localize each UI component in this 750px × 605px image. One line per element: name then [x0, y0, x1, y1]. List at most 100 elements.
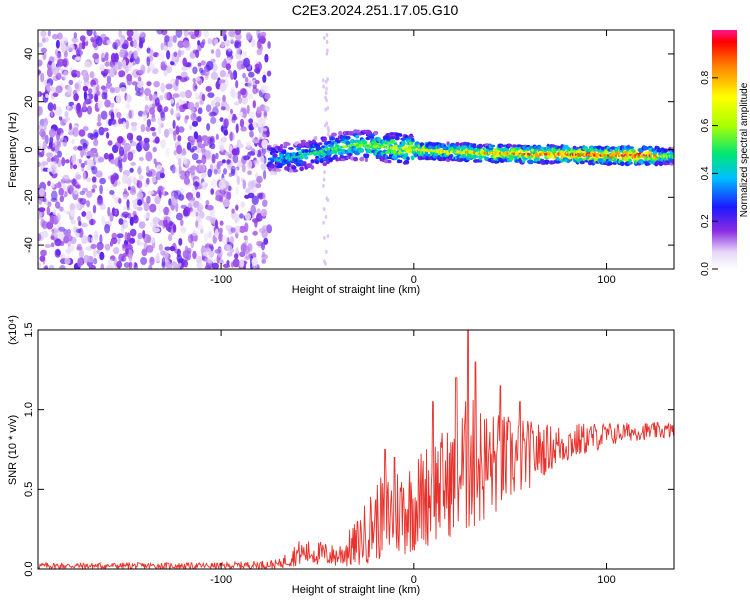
noise-cell [38, 198, 42, 205]
noise-cell [322, 207, 326, 212]
snr-ticks: -100 0 100 0.0 0.5 1.0 1.5 [23, 322, 674, 586]
noise-cell [163, 44, 168, 52]
noise-cell [73, 225, 77, 233]
noise-cell [116, 260, 123, 269]
noise-cell [107, 206, 111, 217]
noise-cell [177, 158, 182, 167]
noise-cell [163, 206, 170, 216]
noise-cell [158, 109, 166, 115]
noise-cell [195, 159, 203, 164]
ridge-cell [490, 144, 496, 148]
noise-cell [325, 121, 329, 126]
noise-cell [326, 48, 329, 53]
ridge-cell [398, 159, 403, 163]
noise-cell [59, 195, 65, 203]
noise-cell [151, 176, 157, 183]
noise-cell [42, 140, 47, 150]
noise-cell [262, 130, 268, 138]
snr-series-line [38, 330, 674, 569]
noise-cell [164, 92, 171, 101]
noise-cell [182, 208, 189, 217]
noise-cell [77, 145, 83, 151]
snr-frame [37, 329, 675, 570]
noise-cell [45, 152, 54, 158]
noise-cell [224, 151, 230, 156]
noise-cell [101, 92, 107, 100]
noise-cell [79, 249, 84, 259]
noise-cell [187, 102, 195, 110]
noise-cell [226, 190, 232, 201]
noise-cell [259, 155, 265, 163]
noise-cell [146, 81, 152, 87]
noise-cell [197, 224, 205, 231]
noise-cell [95, 151, 99, 158]
noise-cell [175, 212, 183, 221]
noise-cell [160, 42, 164, 51]
noise-cell [84, 61, 91, 68]
noise-cell [200, 60, 206, 66]
noise-cell [250, 204, 257, 215]
ridge-cell [658, 161, 664, 166]
noise-cell [125, 102, 131, 110]
noise-cell [230, 235, 234, 245]
noise-cell [210, 178, 218, 188]
noise-cell [244, 194, 250, 199]
noise-cell [51, 190, 58, 201]
ridge-cell [495, 159, 500, 164]
noise-cell [221, 235, 228, 244]
noise-cell [38, 233, 42, 242]
noise-cell [150, 127, 156, 132]
noise-cell [128, 110, 132, 119]
noise-cell [133, 202, 138, 210]
ridge-cell [385, 150, 391, 154]
noise-cell [53, 103, 57, 111]
noise-cell [202, 181, 206, 187]
noise-cell [230, 227, 236, 234]
ridge-cell [312, 139, 316, 143]
noise-cell [165, 147, 170, 158]
snr-panel: -100 0 100 0.0 0.5 1.0 1.5 Height of straight … [7, 315, 675, 596]
ridge-cell [387, 159, 392, 164]
ridge-cell [394, 136, 400, 141]
noise-cell [194, 30, 200, 38]
noise-cell [167, 234, 173, 242]
noise-cell [241, 163, 246, 173]
noise-cell [162, 190, 166, 196]
noise-cell [203, 30, 209, 38]
noise-cell [73, 146, 79, 151]
noise-cell [206, 123, 211, 131]
noise-cell [153, 81, 160, 88]
noise-cell [256, 48, 263, 56]
noise-cell [54, 183, 62, 189]
noise-cell [247, 170, 252, 175]
noise-cell [327, 128, 330, 133]
noise-cell [325, 40, 329, 44]
noise-cell [47, 201, 52, 208]
noise-cell [214, 228, 219, 239]
noise-cell [251, 257, 258, 267]
noise-cell [67, 242, 71, 247]
noise-cell [191, 230, 198, 237]
noise-cell [266, 224, 273, 234]
ridge-cell [277, 164, 283, 169]
noise-cell [122, 174, 129, 185]
x-tick-label: 100 [597, 574, 615, 586]
noise-cell [252, 159, 260, 164]
noise-cell [122, 243, 128, 249]
noise-cell [324, 91, 328, 95]
noise-cell [252, 230, 258, 236]
noise-cell [58, 187, 64, 196]
noise-cell [72, 164, 78, 170]
noise-cell [51, 164, 56, 175]
noise-cell [245, 32, 252, 40]
noise-cell [90, 147, 98, 154]
noise-cell [244, 77, 249, 83]
colorbar-label: Normalized spectral amplitude [739, 82, 750, 217]
noise-cell [126, 36, 133, 41]
noise-cell [102, 127, 109, 132]
noise-cell [149, 256, 155, 266]
noise-cell [47, 30, 51, 37]
noise-cell [262, 193, 266, 200]
noise-cell [104, 53, 109, 62]
noise-cell [172, 93, 180, 98]
